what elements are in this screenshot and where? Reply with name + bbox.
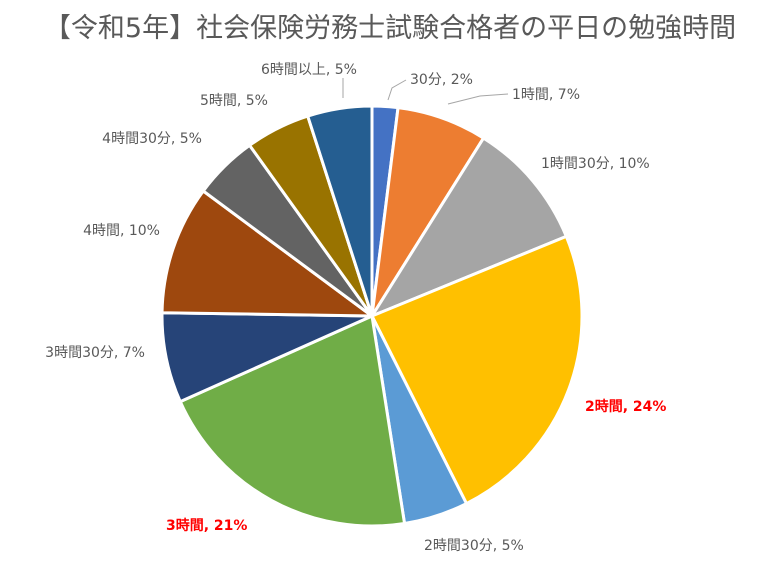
chart-title: 【令和5年】社会保険労務士試験合格者の平日の勉強時間	[43, 13, 737, 44]
data-label-9: 4時間30分, 5%	[102, 131, 202, 147]
data-label-3: 1時間30分, 10%	[541, 156, 650, 172]
data-label-1: 30分, 2%	[410, 72, 473, 88]
leader-line-2	[447, 93, 509, 105]
data-label-2: 1時間, 7%	[512, 87, 580, 103]
data-label-4: 2時間, 24%	[585, 398, 666, 415]
data-label-5: 2時間30分, 5%	[424, 538, 524, 554]
leader-lines	[342, 78, 509, 105]
data-label-10: 5時間, 5%	[200, 93, 268, 109]
pie-slice-11	[306, 104, 374, 318]
leader-line-1	[387, 79, 407, 101]
data-label-6: 3時間, 21%	[166, 517, 247, 534]
pie-slices	[160, 104, 584, 528]
data-label-7: 3時間30分, 7%	[45, 345, 145, 361]
data-label-8: 4時間, 10%	[83, 223, 160, 239]
pie-slice-8	[160, 189, 374, 318]
pie-slice-6	[178, 314, 407, 528]
data-label-11: 6時間以上, 5%	[261, 62, 357, 78]
data-labels: 30分, 2% 1時間, 7% 1時間30分, 10% 2時間, 24% 2時間30分,…	[45, 62, 666, 554]
pie-slice-3	[370, 136, 568, 318]
pie-slice-4	[370, 234, 584, 506]
